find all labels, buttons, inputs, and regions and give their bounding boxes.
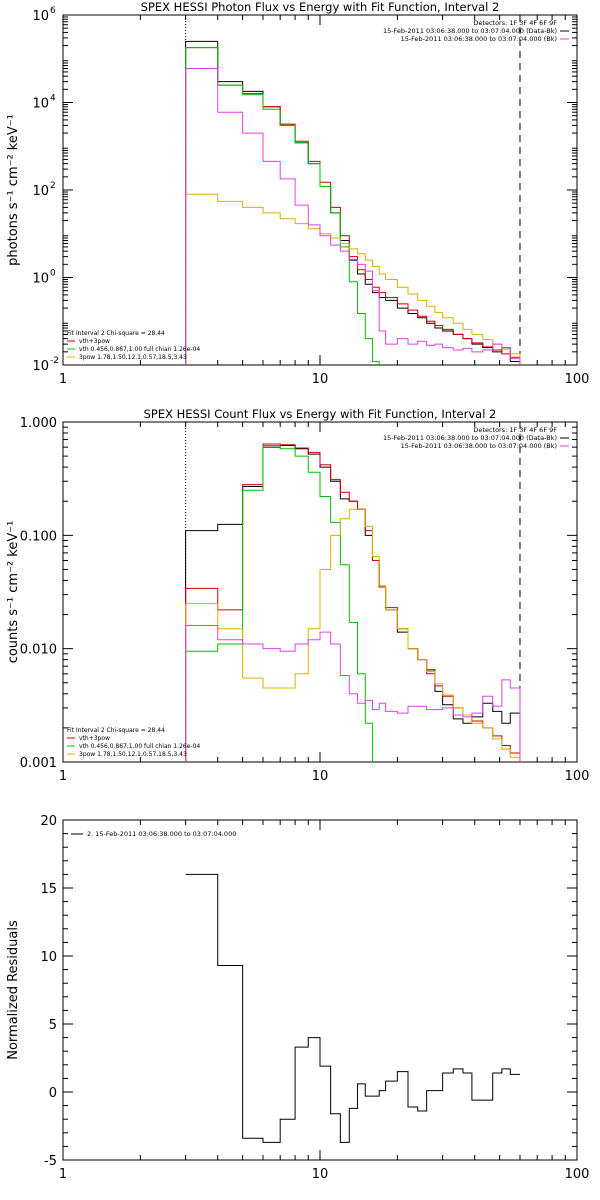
legend-top-entry: 15-Feb-2011 03:06:38.000 to 03:07:04.000… bbox=[401, 442, 557, 450]
series-vth-line bbox=[185, 47, 380, 365]
plot-frame bbox=[62, 14, 578, 366]
y-tick-label: -5 bbox=[44, 1154, 57, 1169]
chart-title: SPEX HESSI Photon Flux vs Energy with Fi… bbox=[141, 0, 500, 14]
y-tick-label: 10 bbox=[32, 272, 49, 287]
chart-panel-1: SPEX HESSI Photon Flux vs Energy with Fi… bbox=[6, 0, 590, 387]
x-tick-label: 100 bbox=[565, 769, 590, 784]
series-residuals-line bbox=[185, 873, 520, 1143]
y-tick-label: 10 bbox=[32, 359, 49, 374]
legend-bottom-entry: vth 0.456,0.867,1.00 full chian 1.26e-04 bbox=[79, 743, 200, 750]
plot-frame bbox=[62, 819, 578, 1161]
x-tick-label: 100 bbox=[565, 1167, 590, 1182]
legend-top-entry: Detectors: 1F 3F 4F 6F 9F bbox=[473, 19, 557, 27]
series-data-bk-line bbox=[185, 40, 521, 365]
legend-bottom-entry: vth+3pow bbox=[79, 735, 110, 742]
legend-top-entry: 15-Feb-2011 03:06:38.000 to 03:07:04.000… bbox=[383, 434, 557, 442]
legend-top-entry: 15-Feb-2011 03:06:38.000 to 03:07:04.000… bbox=[383, 27, 557, 35]
series-vth-3pow-line bbox=[185, 47, 521, 365]
x-tick-label: 1 bbox=[59, 769, 67, 784]
y-axis-label: photons s⁻¹ cm⁻² keV⁻¹ bbox=[6, 114, 21, 266]
y-tick-label: 5 bbox=[49, 1018, 57, 1033]
series-vth-3pow-line bbox=[185, 443, 521, 762]
y-tick-label: 15 bbox=[40, 882, 57, 897]
legend-bottom-entry: Fit Interval 2 Chi-square = 28.44 bbox=[67, 727, 165, 734]
x-tick-label: 10 bbox=[312, 372, 329, 387]
y-tick-label: 0.010 bbox=[20, 643, 57, 658]
series-bk-line bbox=[185, 67, 521, 365]
x-tick-label: 1 bbox=[59, 372, 67, 387]
y-tick-label: 10 bbox=[40, 950, 57, 965]
y-tick-label: 20 bbox=[40, 814, 57, 829]
legend-bottom-entry: 3pow 1.78,1.50,12.1,0.57,18.5,3.43 bbox=[79, 751, 187, 758]
chart-title: SPEX HESSI Count Flux vs Energy with Fit… bbox=[144, 407, 497, 421]
y-tick-label: 0.100 bbox=[20, 529, 57, 544]
series-3pow-line bbox=[185, 193, 521, 365]
x-tick-label: 1 bbox=[59, 1167, 67, 1182]
y-tick-exponent: 0 bbox=[50, 269, 56, 279]
legend-bottom-entry: vth 0.456,0.867,1.00 full chian 1.26e-04 bbox=[79, 346, 200, 353]
y-tick-exponent: 4 bbox=[50, 94, 56, 104]
y-tick-label: 0 bbox=[49, 1086, 57, 1101]
y-tick-exponent: 2 bbox=[50, 181, 56, 191]
x-tick-label: 10 bbox=[312, 1167, 329, 1182]
legend-top-entry: Detectors: 1F 3F 4F 6F 9F bbox=[473, 426, 557, 434]
y-tick-exponent: 6 bbox=[50, 6, 56, 16]
chart-panel-2: SPEX HESSI Count Flux vs Energy with Fit… bbox=[6, 407, 590, 784]
series-data-bk-line bbox=[185, 445, 521, 762]
y-axis-label: counts s⁻¹ cm⁻² keV⁻¹ bbox=[6, 521, 21, 664]
legend-bottom-entry: 3pow 1.78,1.50,12.1,0.57,18.5,3.43 bbox=[79, 354, 187, 361]
legend-bottom-entry: Fit Interval 2 Chi-square = 28.44 bbox=[67, 330, 165, 337]
legend-bottom-entry: vth+3pow bbox=[79, 338, 110, 345]
y-tick-label: 10 bbox=[32, 184, 49, 199]
legend-entry: 2. 15-Feb-2011 03:06:38.000 to 03:07:04.… bbox=[87, 830, 236, 838]
series-vth-line bbox=[185, 445, 373, 762]
legend-top-entry: 15-Feb-2011 03:06:38.000 to 03:07:04.000… bbox=[401, 35, 557, 43]
y-axis-label: Normalized Residuals bbox=[6, 920, 21, 1060]
y-tick-label: 1.000 bbox=[20, 416, 57, 431]
series-bk-line bbox=[185, 625, 521, 762]
y-tick-label: 10 bbox=[32, 97, 49, 112]
x-tick-label: 100 bbox=[565, 372, 590, 387]
y-tick-label: 0.001 bbox=[20, 756, 57, 771]
chart-panel-3: 1 10 100 -5 0 5 10 15 20 Normalized Residuals 2. 1… bbox=[6, 814, 589, 1182]
series-3pow-line bbox=[185, 508, 521, 762]
y-tick-label: 10 bbox=[32, 9, 49, 24]
x-tick-label: 10 bbox=[312, 769, 329, 784]
y-tick-exponent: -2 bbox=[50, 356, 59, 366]
